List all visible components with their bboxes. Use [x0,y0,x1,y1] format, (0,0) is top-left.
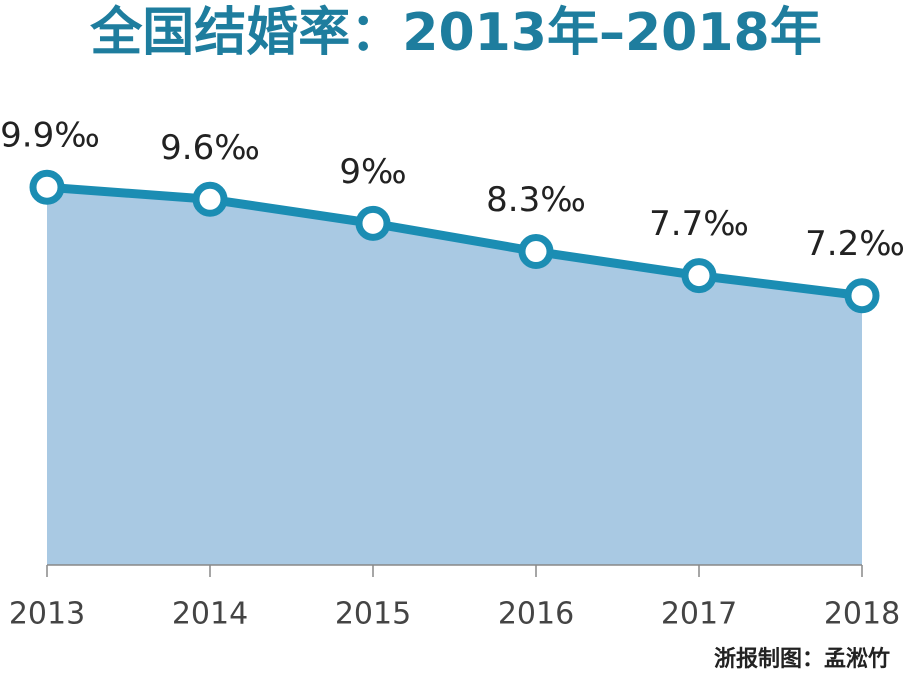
x-tick-label: 2015 [335,597,411,632]
value-label: 8.3‰ [486,180,586,220]
x-tick-label: 2018 [824,597,900,632]
credit: 浙报制图：孟淞竹 [714,646,890,672]
point [355,205,391,241]
x-tick-label: 2013 [9,597,85,632]
point [29,169,65,205]
point [518,234,554,270]
area [47,187,862,565]
value-label: 7.7‰ [649,204,749,244]
value-label: 9‰ [339,152,406,192]
point [681,258,717,294]
value-label: 7.2‰ [805,224,905,264]
value-label: 9.9‰ [0,116,100,156]
chart-title: 全国结婚率：2013年–2018年 [89,3,821,63]
point [844,278,880,314]
line [46,182,863,301]
x-tick-label: 2014 [172,597,248,632]
value-label: 9.6‰ [160,128,260,168]
x-tick-label: 2016 [498,597,574,632]
point [192,181,228,217]
x-tick-label: 2017 [661,597,737,632]
